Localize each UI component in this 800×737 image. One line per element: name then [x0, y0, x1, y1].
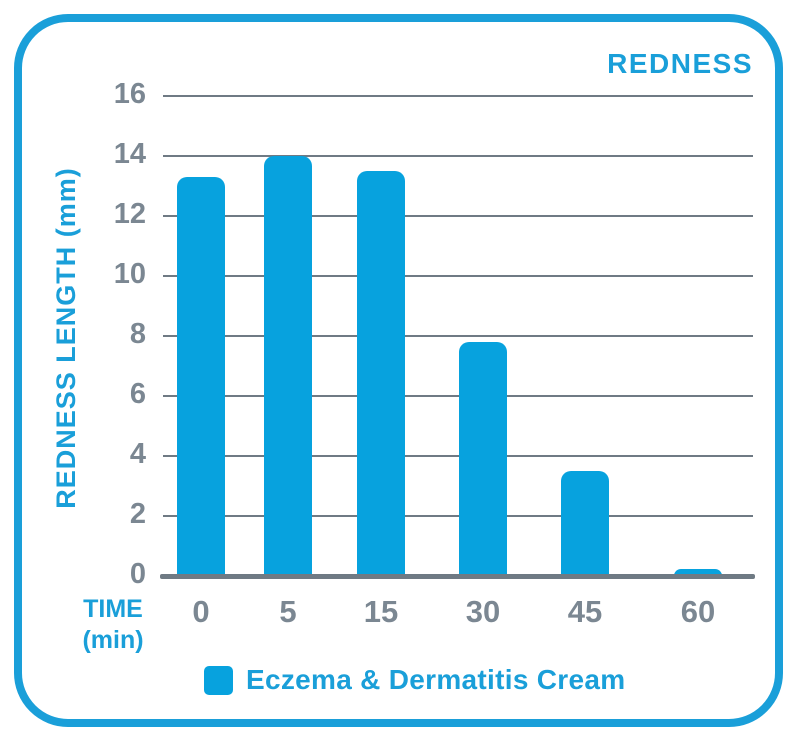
- y-tick-label-8: 8: [129, 318, 146, 350]
- gridline-8: [163, 335, 753, 337]
- x-tick-label-60: 60: [680, 594, 716, 629]
- bar-15min: [357, 171, 405, 576]
- gridline-14: [163, 155, 753, 157]
- x-tick-label-0: 0: [192, 594, 210, 629]
- y-tick-label-2: 2: [129, 498, 146, 530]
- x-tick-label-15: 15: [363, 594, 399, 629]
- gridline-16: [163, 95, 753, 97]
- x-tick-label-30: 30: [465, 594, 501, 629]
- y-tick-label-6: 6: [129, 378, 146, 410]
- x-axis-title: TIME (min): [43, 594, 183, 656]
- y-axis-title: REDNESS LENGTH (mm): [51, 167, 81, 509]
- y-tick-label-16: 16: [113, 78, 146, 110]
- gridline-6: [163, 395, 753, 397]
- y-tick-label-12: 12: [113, 198, 146, 230]
- bar-60min: [674, 568, 722, 576]
- y-tick-label-4: 4: [129, 438, 146, 470]
- bar-5min: [264, 156, 312, 576]
- y-tick-label-0: 0: [129, 558, 146, 590]
- bar-45min: [561, 471, 609, 576]
- chart-title: REDNESS: [607, 48, 753, 79]
- x-axis-title-line2: (min): [82, 626, 144, 654]
- x-axis-title-line1: TIME: [83, 595, 143, 623]
- x-tick-label-45: 45: [567, 594, 603, 629]
- legend-label: Eczema & Dermatitis Cream: [246, 664, 626, 695]
- bar-0min: [177, 177, 225, 576]
- bar-30min: [459, 342, 507, 576]
- x-tick-label-5: 5: [279, 594, 297, 629]
- gridline-2: [163, 515, 753, 517]
- x-axis-line: [160, 574, 755, 579]
- gridline-12: [163, 215, 753, 217]
- gridline-10: [163, 275, 753, 277]
- legend-swatch-icon: [204, 665, 233, 695]
- gridline-4: [163, 455, 753, 457]
- legend: Eczema & Dermatitis Cream: [204, 665, 625, 695]
- y-tick-label-10: 10: [113, 258, 146, 290]
- y-tick-label-14: 14: [113, 138, 146, 170]
